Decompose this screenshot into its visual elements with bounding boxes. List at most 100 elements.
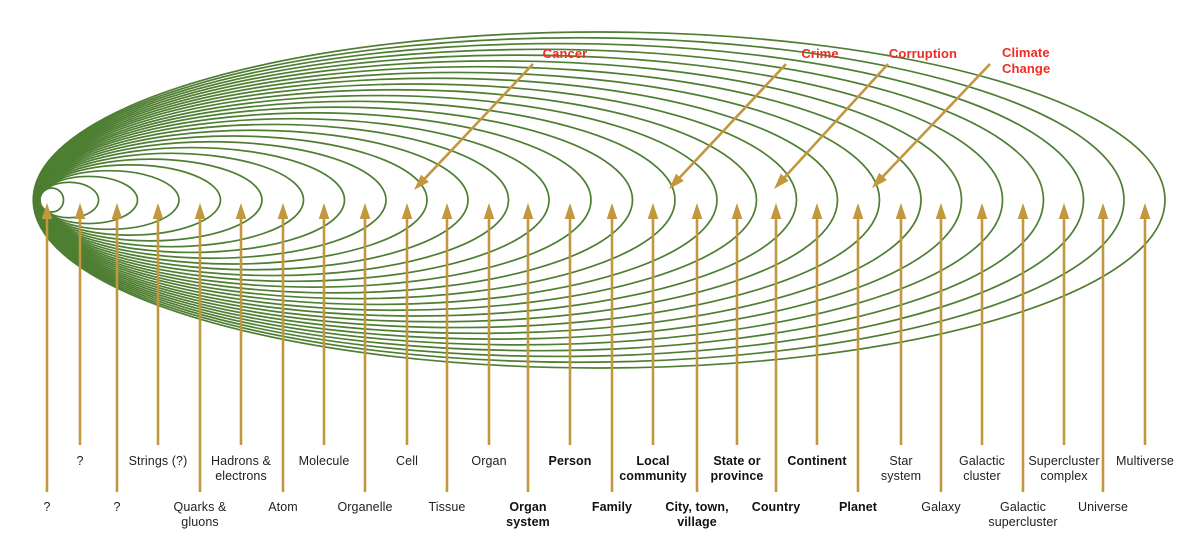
issue-arrow-climate-change bbox=[872, 63, 991, 188]
scale-label-country-18: Country bbox=[751, 500, 801, 514]
arrow-head bbox=[564, 203, 576, 219]
scale-arrow-family-14 bbox=[606, 203, 618, 492]
scale-label-universe-26: Universe bbox=[1077, 500, 1129, 514]
issue-arrow-corruption bbox=[774, 63, 889, 189]
scale-arrow-multiverse-27 bbox=[1139, 203, 1151, 445]
scale-label-supercluster-complex-25: Supercluster complex bbox=[1028, 454, 1100, 483]
arrow-head bbox=[441, 203, 453, 219]
arrow-head bbox=[647, 203, 659, 219]
scale-arrow-molecule-7 bbox=[318, 203, 330, 445]
arrow-head bbox=[111, 203, 123, 219]
scale-label-city-town-village-16: City, town, village bbox=[665, 500, 729, 529]
scale-arrow-organelle-8 bbox=[359, 203, 371, 492]
issue-label-corruption: Corruption bbox=[888, 46, 958, 61]
scale-label-continent-19: Continent bbox=[787, 454, 847, 468]
issue-label-cancer: Cancer bbox=[542, 46, 588, 61]
issue-label-crime: Crime bbox=[801, 46, 839, 61]
arrow-head bbox=[74, 203, 86, 219]
scale-label-quarks-gluons-4: Quarks & gluons bbox=[173, 500, 227, 529]
scale-label-galactic-cluster-23: Galactic cluster bbox=[959, 454, 1005, 483]
arrow-head bbox=[277, 203, 289, 219]
scale-label-planet-20: Planet bbox=[838, 500, 878, 514]
arrow-shaft bbox=[421, 63, 534, 182]
arrow-head bbox=[872, 172, 887, 188]
scale-arrow-star-system-21 bbox=[895, 203, 907, 445]
arrow-head bbox=[811, 203, 823, 219]
scale-ring--0 bbox=[39, 187, 65, 213]
issue-arrow-cancer bbox=[414, 63, 534, 190]
scale-arrow--2 bbox=[111, 203, 123, 492]
scale-arrow-country-18 bbox=[770, 203, 782, 492]
scale-label-organelle-8: Organelle bbox=[337, 500, 393, 514]
arrow-shaft bbox=[676, 63, 787, 181]
scale-label-galaxy-22: Galaxy bbox=[921, 500, 961, 514]
arrow-head bbox=[976, 203, 988, 219]
scale-label--1: ? bbox=[76, 454, 84, 468]
scale-label-cell-9: Cell bbox=[396, 454, 418, 468]
scale-arrow-local-community-15 bbox=[647, 203, 659, 445]
arrow-head bbox=[152, 203, 164, 219]
scale-arrow-galactic-cluster-23 bbox=[976, 203, 988, 445]
arrow-head bbox=[1139, 203, 1151, 219]
scale-ring-molecule-7 bbox=[37, 146, 346, 254]
scale-label-galactic-supercluster-24: Galactic supercluster bbox=[988, 500, 1058, 529]
scale-arrow-organ-system-12 bbox=[522, 203, 534, 492]
scale-arrow-planet-20 bbox=[852, 203, 864, 492]
arrow-head bbox=[401, 203, 413, 219]
scale-label-person-13: Person bbox=[548, 454, 592, 468]
scale-arrow-city-town-village-16 bbox=[691, 203, 703, 492]
scale-ring-state-or-province-17 bbox=[34, 88, 758, 312]
scale-arrow-cell-9 bbox=[401, 203, 413, 445]
issue-arrow-crime bbox=[669, 63, 787, 189]
scale-label-star-system-21: Star system bbox=[880, 454, 922, 483]
scale-ring-atom-6 bbox=[37, 152, 305, 248]
scale-arrow-state-or-province-17 bbox=[731, 203, 743, 445]
issue-label-climate-change: Climate Change bbox=[1002, 45, 1051, 76]
scale-arrow-person-13 bbox=[564, 203, 576, 445]
scale-arrow-hadrons-electrons-5 bbox=[235, 203, 247, 445]
arrow-head bbox=[522, 203, 534, 219]
arrow-head bbox=[414, 174, 429, 190]
arrow-head bbox=[731, 203, 743, 219]
scale-label-multiverse-27: Multiverse bbox=[1116, 454, 1174, 468]
scale-ring--2 bbox=[38, 175, 139, 225]
arrow-head bbox=[318, 203, 330, 219]
scale-label-organ-system-12: Organ system bbox=[506, 500, 550, 529]
scale-label-hadrons-electrons-5: Hadrons & electrons bbox=[211, 454, 271, 483]
arrow-head bbox=[359, 203, 371, 219]
scale-arrow-atom-6 bbox=[277, 203, 289, 492]
scale-arrow-universe-26 bbox=[1097, 203, 1109, 492]
scale-ring-local-community-15 bbox=[35, 100, 676, 300]
scale-label-organ-11: Organ bbox=[471, 454, 507, 468]
arrow-shaft bbox=[781, 63, 889, 181]
scale-label-molecule-7: Molecule bbox=[298, 454, 350, 468]
scale-label-local-community-15: Local community bbox=[619, 454, 687, 483]
arrow-head bbox=[691, 203, 703, 219]
arrow-head bbox=[606, 203, 618, 219]
arrow-head bbox=[41, 203, 53, 219]
scale-arrow-quarks-gluons-4 bbox=[194, 203, 206, 492]
scale-arrow-supercluster-complex-25 bbox=[1058, 203, 1070, 445]
scale-label-family-14: Family bbox=[591, 500, 633, 514]
arrow-head bbox=[774, 173, 789, 189]
scale-label--2: ? bbox=[113, 500, 121, 514]
arrow-head bbox=[895, 203, 907, 219]
arrow-head bbox=[1017, 203, 1029, 219]
arrow-head bbox=[669, 173, 684, 189]
scale-arrow-galactic-supercluster-24 bbox=[1017, 203, 1029, 492]
scale-ring-cell-9 bbox=[36, 135, 428, 265]
scale-label-state-or-province-17: State or province bbox=[710, 454, 764, 483]
arrow-head bbox=[852, 203, 864, 219]
scale-arrow-galaxy-22 bbox=[935, 203, 947, 492]
scale-arrow--1 bbox=[74, 203, 86, 445]
scale-label-strings-3: Strings (?) bbox=[128, 454, 188, 468]
scale-ring-hadrons-electrons-5 bbox=[37, 158, 263, 242]
scale-label--0: ? bbox=[43, 500, 51, 514]
scale-ring-organelle-8 bbox=[37, 140, 387, 260]
scale-arrow-organ-11 bbox=[483, 203, 495, 445]
arrow-head bbox=[194, 203, 206, 219]
scale-label-atom-6: Atom bbox=[268, 500, 298, 514]
scale-arrow-strings-3 bbox=[152, 203, 164, 445]
